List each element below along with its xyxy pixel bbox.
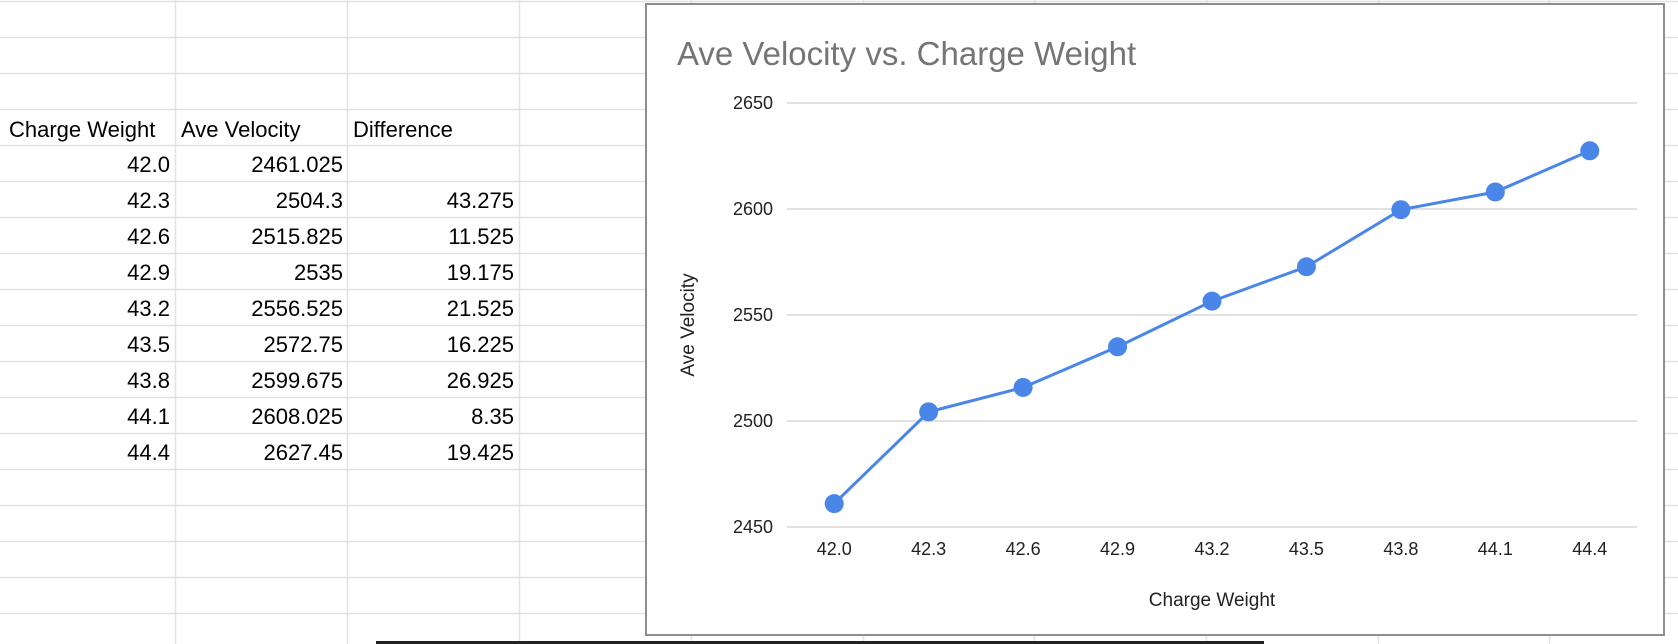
data-point[interactable] — [1108, 337, 1128, 357]
x-tick-label: 44.1 — [1478, 539, 1513, 559]
cell-charge-weight[interactable]: 42.9 — [127, 260, 170, 285]
y-tick-label: 2500 — [733, 411, 773, 431]
data-point[interactable] — [1202, 291, 1222, 311]
cell-charge-weight[interactable]: 44.4 — [127, 440, 170, 465]
cell-ave-velocity[interactable]: 2627.45 — [263, 440, 343, 465]
cell-charge-weight[interactable]: 43.8 — [127, 368, 170, 393]
cell-charge-weight[interactable]: 42.6 — [127, 224, 170, 249]
header-ave-velocity[interactable]: Ave Velocity — [181, 117, 301, 142]
cell-difference[interactable]: 8.35 — [471, 404, 514, 429]
cell-ave-velocity[interactable]: 2556.525 — [251, 296, 343, 321]
x-tick-label: 42.9 — [1100, 539, 1135, 559]
cell-difference[interactable]: 16.225 — [446, 332, 514, 357]
cell-difference[interactable]: 21.525 — [446, 296, 514, 321]
line-chart: 2450 2500 2550 2600 2650 42.0 42.3 42.6 42.9 43.2… — [678, 93, 1637, 611]
cell-ave-velocity[interactable]: 2515.825 — [251, 224, 343, 249]
header-difference[interactable]: Difference — [353, 117, 453, 142]
cell-difference[interactable]: 19.425 — [446, 440, 514, 465]
cell-difference[interactable]: 19.175 — [446, 260, 514, 285]
cell-charge-weight[interactable]: 43.5 — [127, 332, 170, 357]
y-tick-label: 2450 — [733, 517, 773, 537]
x-tick-label: 42.0 — [817, 539, 852, 559]
data-point[interactable] — [1296, 257, 1316, 277]
y-tick-label: 2650 — [733, 93, 773, 113]
data-point[interactable] — [1485, 182, 1505, 202]
x-tick-label: 43.8 — [1383, 539, 1418, 559]
cell-charge-weight[interactable]: 42.3 — [127, 188, 170, 213]
y-tick-label: 2550 — [733, 305, 773, 325]
x-axis-label: Charge Weight — [1149, 590, 1276, 611]
data-point[interactable] — [919, 402, 939, 422]
series-line — [833, 149, 1591, 505]
cell-difference[interactable] — [348, 148, 514, 182]
cell-difference[interactable]: 11.525 — [448, 224, 514, 249]
x-tick-label: 42.6 — [1006, 539, 1041, 559]
bottom-edge-bar — [376, 641, 1264, 644]
header-charge-weight[interactable]: Charge Weight — [9, 117, 156, 142]
cell-ave-velocity[interactable]: 2599.675 — [251, 368, 343, 393]
chart-title: Ave Velocity vs. Charge Weight — [677, 35, 1137, 72]
cell-ave-velocity[interactable]: 2504.3 — [275, 188, 343, 213]
chart-panel[interactable]: Ave Velocity vs. Charge Weight 2450 2500 2… — [645, 3, 1665, 636]
x-tick-label: 42.3 — [911, 539, 946, 559]
cell-ave-velocity[interactable]: 2608.025 — [251, 404, 343, 429]
cell-ave-velocity[interactable]: 2572.75 — [263, 332, 343, 357]
data-point[interactable] — [1391, 200, 1411, 220]
data-point[interactable] — [824, 494, 844, 514]
x-tick-label: 43.2 — [1194, 539, 1229, 559]
y-tick-label: 2600 — [733, 199, 773, 219]
cell-ave-velocity[interactable]: 2535 — [294, 260, 343, 285]
cell-charge-weight[interactable]: 44.1 — [127, 404, 170, 429]
data-point[interactable] — [1013, 377, 1033, 397]
cell-charge-weight[interactable]: 42.0 — [127, 152, 170, 177]
y-axis-label: Ave Velocity — [678, 273, 699, 377]
x-tick-label: 43.5 — [1289, 539, 1324, 559]
data-point[interactable] — [1580, 141, 1600, 161]
x-tick-label: 44.4 — [1572, 539, 1607, 559]
cell-difference[interactable]: 26.925 — [446, 368, 514, 393]
cell-ave-velocity[interactable]: 2461.025 — [251, 152, 343, 177]
cell-charge-weight[interactable]: 43.2 — [127, 296, 170, 321]
cell-difference[interactable]: 43.275 — [446, 188, 514, 213]
